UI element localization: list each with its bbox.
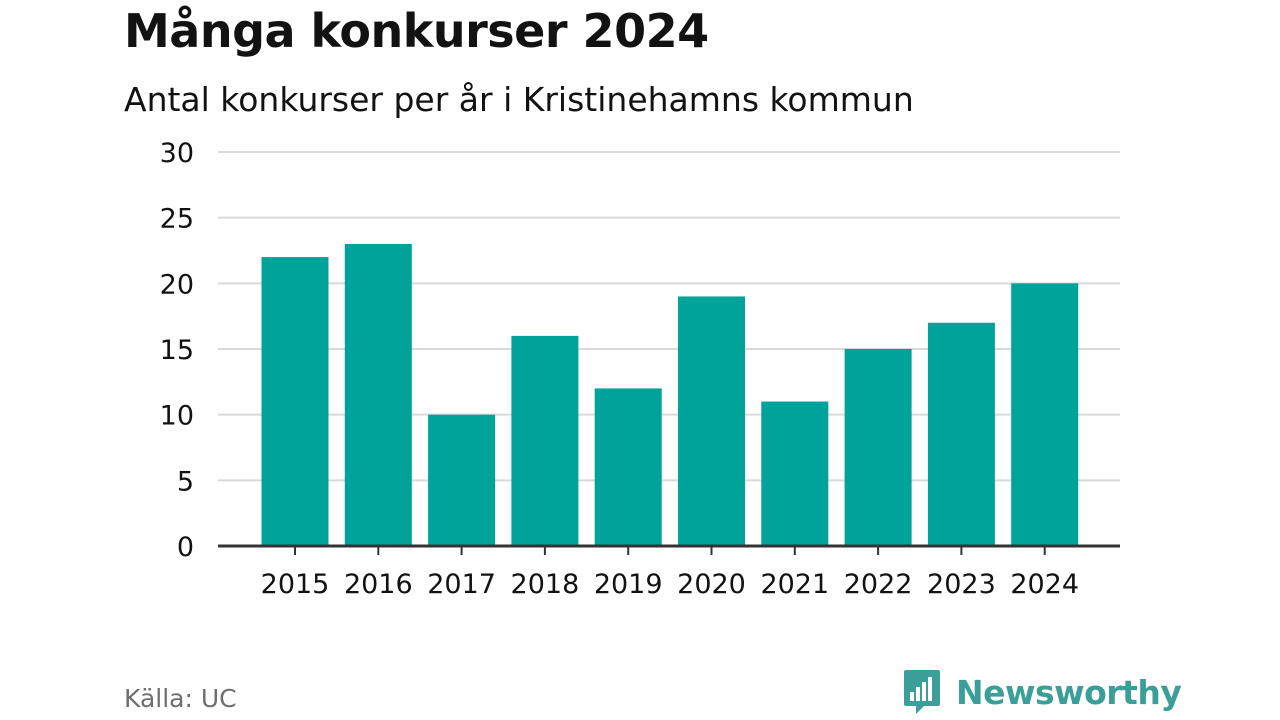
bar-2024 — [1011, 283, 1079, 546]
chart-subtitle: Antal konkurser per år i Kristinehamns k… — [124, 80, 914, 119]
y-tick-label: 20 — [160, 269, 194, 300]
x-tick-label: 2024 — [1010, 569, 1079, 600]
bar-2023 — [927, 322, 995, 546]
bar-2021 — [761, 401, 829, 546]
bar-2020 — [678, 296, 745, 546]
bar-2016 — [344, 243, 412, 546]
source-note: Källa: UC — [124, 684, 237, 713]
bar-2018 — [511, 335, 579, 546]
x-tick-label: 2022 — [844, 569, 913, 600]
x-tick-label: 2020 — [677, 569, 746, 600]
x-tick-label: 2023 — [927, 569, 996, 600]
y-tick-label: 0 — [177, 532, 194, 563]
bar-2015 — [261, 257, 329, 546]
brand-name: Newsworthy — [956, 672, 1182, 712]
y-tick-label: 5 — [177, 466, 194, 497]
x-tick-label: 2016 — [344, 569, 413, 600]
x-tick-label: 2017 — [427, 569, 496, 600]
newsworthy-logo-icon — [904, 670, 940, 714]
bar-2019 — [594, 388, 662, 546]
y-tick-label: 15 — [160, 335, 194, 366]
y-tick-label: 10 — [160, 401, 194, 432]
y-tick-label: 25 — [160, 204, 194, 235]
x-tick-label: 2021 — [760, 569, 829, 600]
y-tick-label: 30 — [160, 138, 194, 169]
chart-title: Många konkurser 2024 — [124, 4, 709, 58]
brand: Newsworthy — [902, 668, 1182, 716]
x-tick-label: 2018 — [511, 569, 580, 600]
x-tick-label: 2019 — [594, 569, 663, 600]
bar-2017 — [428, 414, 496, 546]
bar-2022 — [844, 349, 912, 546]
x-tick-label: 2015 — [261, 569, 330, 600]
